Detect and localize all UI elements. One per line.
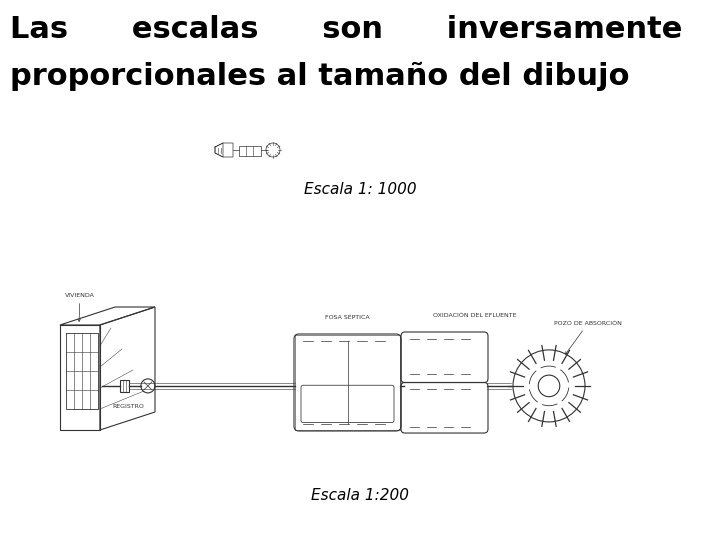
Bar [239, 146, 261, 156]
Bar [120, 380, 129, 392]
Text: Escala 1:200: Escala 1:200 [311, 488, 409, 503]
Text: proporcionales al tamaño del dibujo: proporcionales al tamaño del dibujo [10, 62, 629, 91]
Text: OXIDACIÓN DEL EFLUENTE: OXIDACIÓN DEL EFLUENTE [433, 313, 516, 318]
Text: POZO DE ABSORCIÓN: POZO DE ABSORCIÓN [554, 321, 622, 354]
Text: VIVIENDA: VIVIENDA [65, 293, 95, 321]
Text: Escala 1: 1000: Escala 1: 1000 [304, 182, 416, 197]
Text: Las      escalas      son      inversamente: Las escalas son inversamente [10, 15, 683, 44]
Text: FOSA SÉPTICA: FOSA SÉPTICA [325, 315, 370, 320]
Text: REGISTRO: REGISTRO [112, 404, 144, 409]
